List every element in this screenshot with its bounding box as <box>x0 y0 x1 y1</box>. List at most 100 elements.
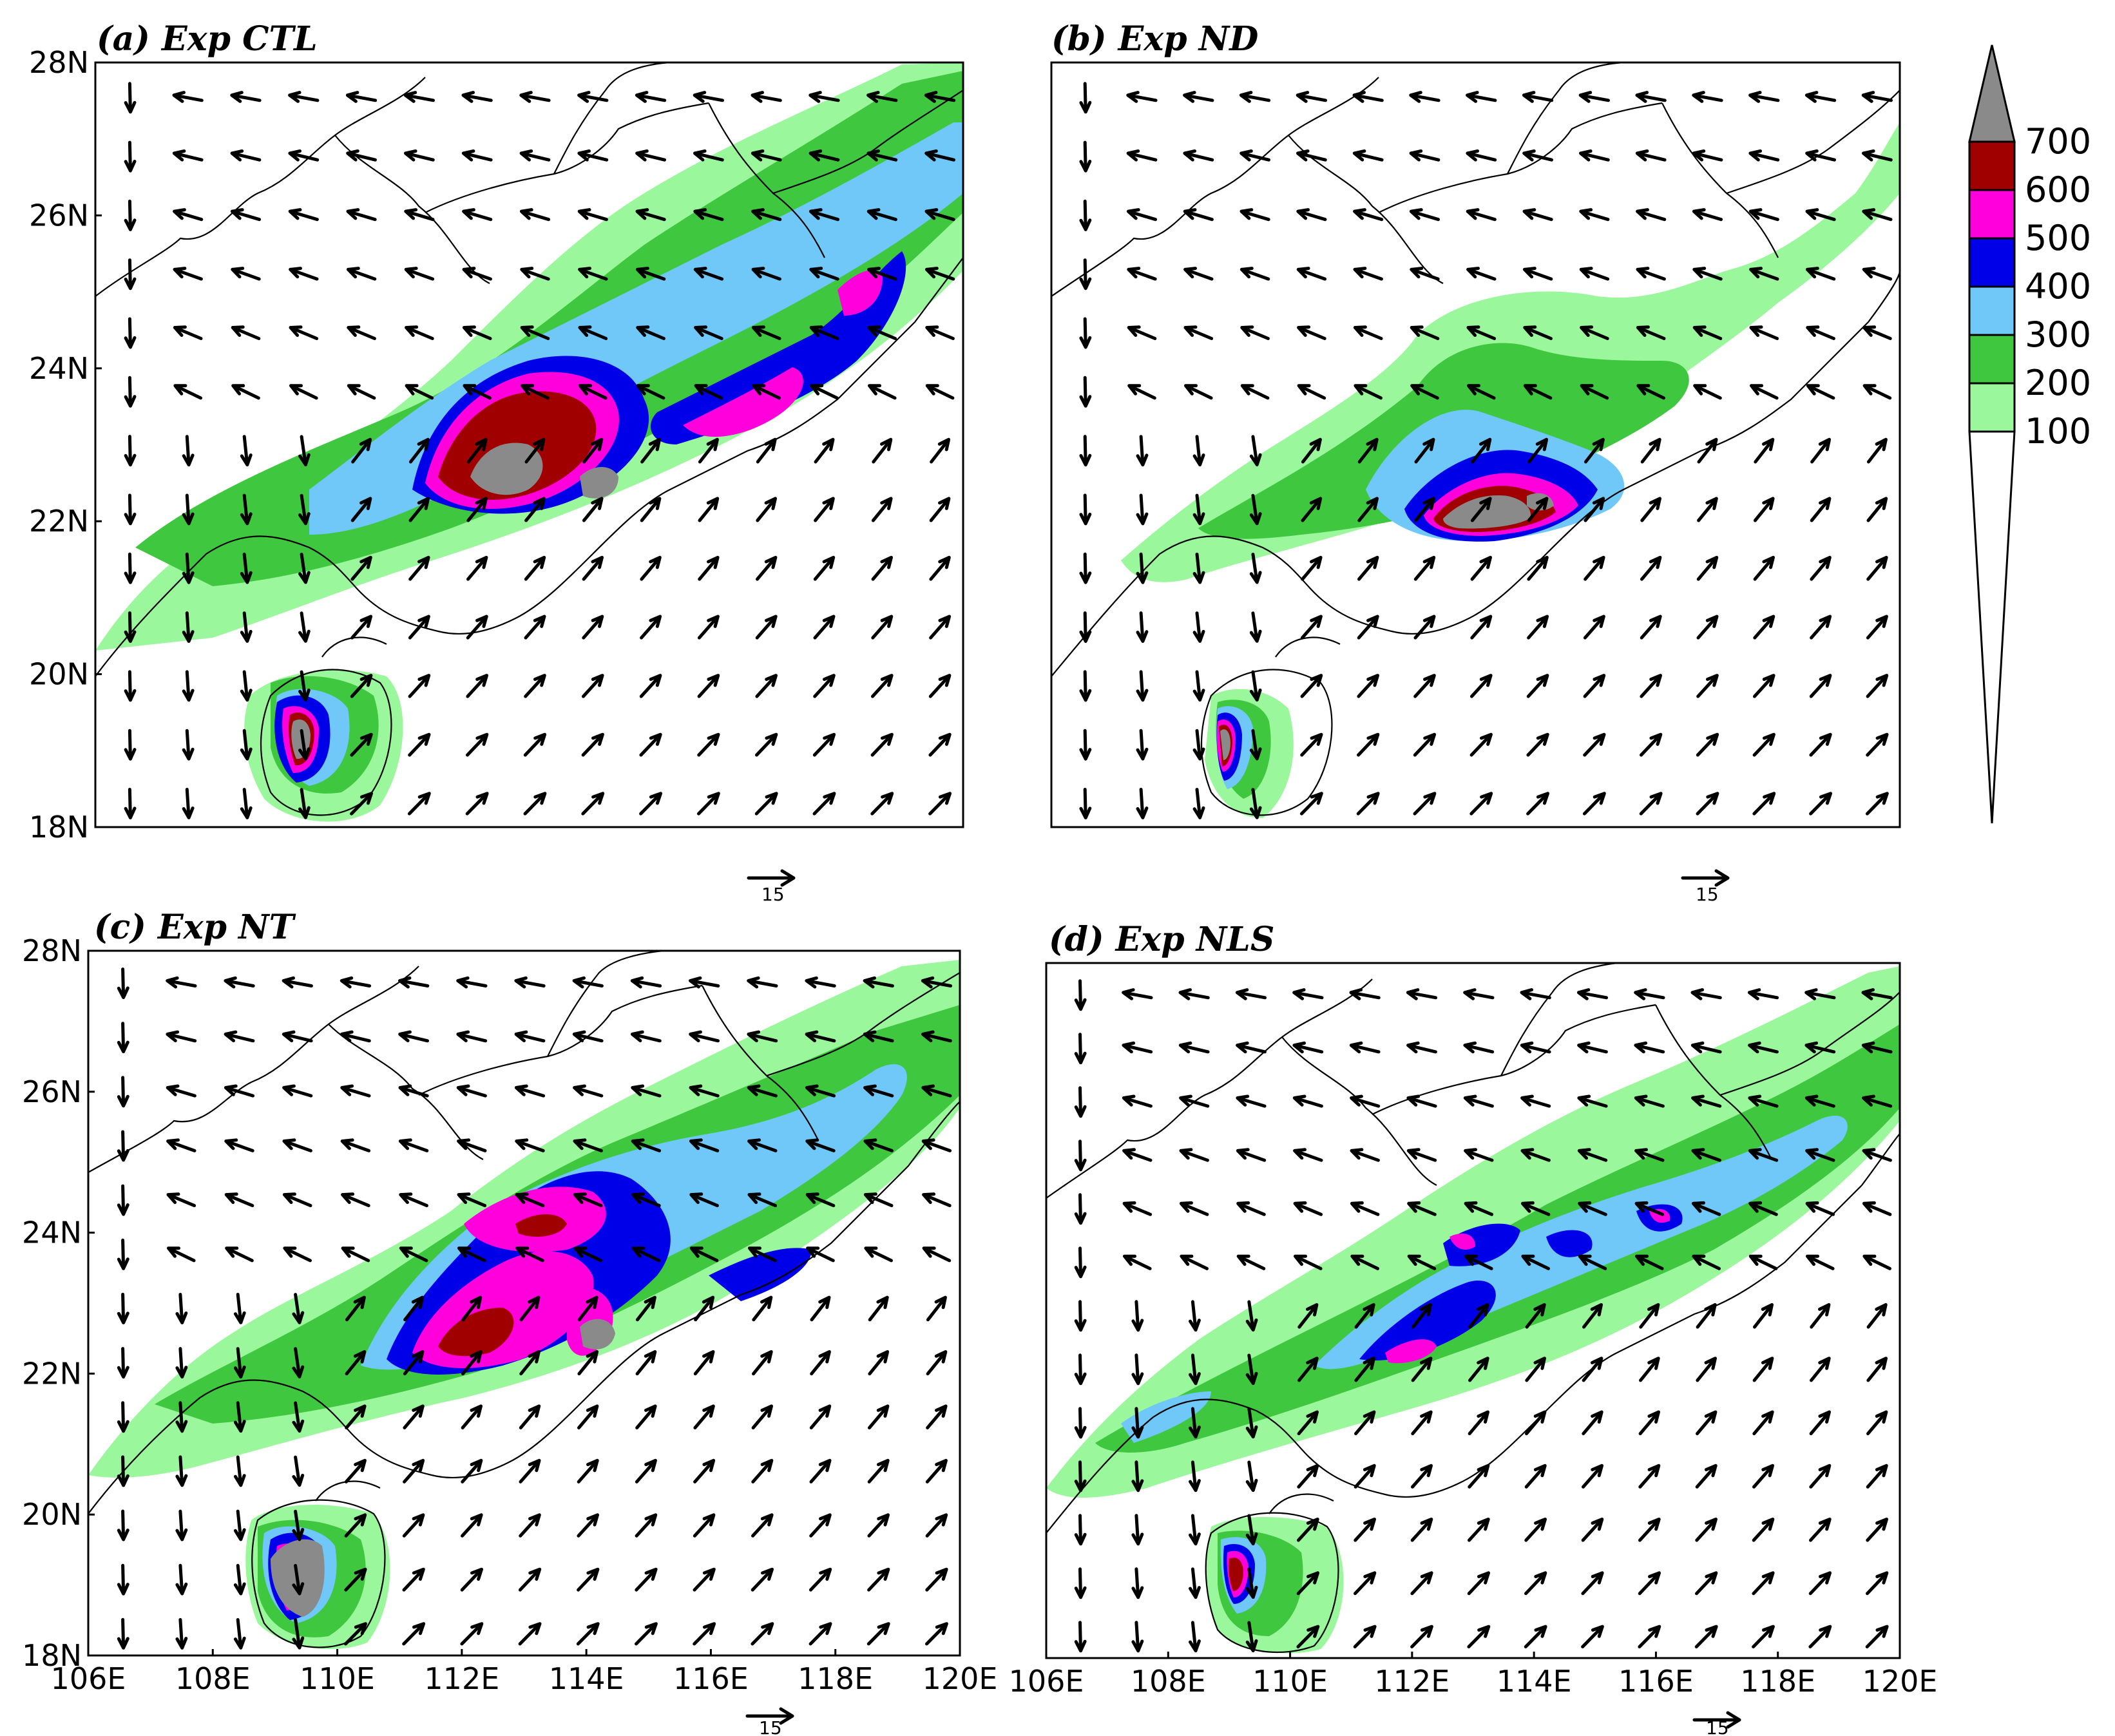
wind-arrow <box>1349 988 1381 1000</box>
wind-arrow <box>1522 208 1553 222</box>
wind-arrow <box>1463 1041 1495 1054</box>
wind-arrow <box>1635 91 1667 103</box>
wind-arrow <box>182 493 195 526</box>
wind-arrow <box>521 384 550 400</box>
wind-arrow <box>288 208 319 222</box>
wind-arrow <box>1806 325 1835 340</box>
wind-arrow <box>1074 1300 1087 1332</box>
wind-arrow <box>631 1084 662 1098</box>
wind-arrow <box>1297 1410 1319 1436</box>
wind-arrow <box>1249 729 1262 761</box>
wind-arrow <box>1753 615 1775 640</box>
wind-arrow <box>635 1622 658 1646</box>
wind-arrow <box>1414 497 1435 522</box>
wind-arrow <box>1470 555 1492 581</box>
wind-arrow <box>1466 208 1497 222</box>
panel-d-reference-vector: 15 <box>1692 1711 1741 1736</box>
wind-arrow <box>809 91 840 103</box>
wind-arrow <box>292 1509 305 1541</box>
wind-arrow <box>1356 792 1380 816</box>
wind-arrow <box>1353 208 1384 222</box>
wind-arrow <box>1690 1041 1722 1054</box>
wind-arrow <box>810 1350 831 1376</box>
wind-arrow <box>1862 325 1892 340</box>
wind-arrow <box>1350 1201 1380 1216</box>
wind-arrow <box>577 1567 600 1592</box>
wind-arrow <box>1640 732 1663 757</box>
wind-arrow <box>519 1350 541 1376</box>
lon-tick-label: 106E <box>1009 1664 1084 1699</box>
wind-arrow <box>696 792 720 816</box>
wind-arrow <box>117 1130 129 1162</box>
wind-arrow <box>1524 1571 1547 1596</box>
wind-arrow <box>573 1084 604 1098</box>
wind-vector-field <box>117 968 953 1650</box>
wind-arrow <box>1464 1148 1494 1162</box>
wind-arrow <box>631 1192 661 1208</box>
wind-arrow <box>1583 732 1606 757</box>
wind-arrow <box>466 497 488 522</box>
wind-arrow <box>698 555 720 581</box>
precip-band-300 <box>262 1064 907 1623</box>
wind-arrow <box>640 497 662 522</box>
wind-arrow <box>1522 267 1553 281</box>
wind-arrow <box>1192 435 1205 466</box>
wind-arrow <box>1749 325 1779 340</box>
wind-arrow <box>864 1246 893 1263</box>
wind-arrow <box>345 1404 367 1429</box>
wind-arrow <box>1525 1410 1547 1436</box>
wind-arrow <box>635 149 666 162</box>
wind-arrow <box>1752 792 1776 816</box>
wind-arrow <box>1639 1303 1660 1329</box>
wind-arrow <box>519 208 551 222</box>
wind-arrow <box>117 1563 129 1596</box>
wind-arrow <box>809 149 840 162</box>
wind-arrow <box>465 792 489 816</box>
wind-arrow <box>1178 988 1210 1000</box>
wind-arrow <box>282 1138 312 1152</box>
wind-arrow <box>1074 1140 1087 1172</box>
wind-arrow <box>1235 988 1267 1000</box>
wind-arrow <box>1527 615 1549 640</box>
wind-arrow <box>1526 674 1549 698</box>
wind-arrow <box>408 437 430 464</box>
wind-arrow <box>182 670 195 702</box>
wind-arrow <box>694 384 723 400</box>
wind-arrow <box>693 267 724 281</box>
wind-arrow <box>1577 1148 1608 1162</box>
wind-arrow <box>1805 149 1836 162</box>
wind-arrow <box>1577 1094 1608 1108</box>
wind-arrow <box>1752 1625 1775 1648</box>
wind-arrow <box>523 732 547 757</box>
wind-arrow <box>1692 1254 1721 1270</box>
wind-arrow <box>456 1030 488 1043</box>
wind-arrow <box>926 1350 948 1376</box>
wind-arrow <box>515 1138 545 1152</box>
wind-arrow <box>515 1246 544 1263</box>
wind-arrow <box>1466 149 1497 162</box>
wind-arrow <box>1301 497 1323 522</box>
wind-arrow <box>402 1513 425 1538</box>
wind-arrow <box>166 976 197 989</box>
wind-arrow <box>224 1030 255 1043</box>
lon-tick-label: 114E <box>549 1661 624 1696</box>
wind-arrow <box>1183 208 1214 222</box>
wind-arrow <box>1810 497 1832 522</box>
wind-arrow <box>1131 1300 1144 1332</box>
wind-arrow <box>1806 1254 1835 1270</box>
wind-arrow <box>403 1295 425 1322</box>
wind-arrow <box>166 1192 196 1208</box>
wind-arrow <box>1470 615 1493 640</box>
reference-vector-label: 15 <box>759 1717 782 1736</box>
wind-arrow <box>1074 1567 1087 1599</box>
wind-arrow <box>755 732 778 757</box>
wind-arrow <box>1810 1357 1831 1382</box>
wind-arrow <box>288 149 320 162</box>
wind-arrow <box>1636 384 1665 400</box>
wind-arrow <box>1122 1094 1153 1108</box>
wind-arrow <box>1126 149 1158 162</box>
wind-arrow <box>1866 615 1888 640</box>
wind-arrow <box>1354 1518 1376 1542</box>
wind-arrow <box>519 149 551 162</box>
wind-arrow <box>1578 91 1610 103</box>
